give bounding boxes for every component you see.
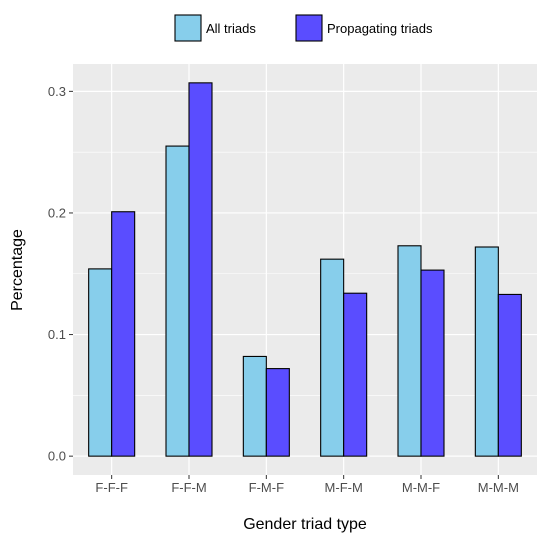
x-tick-label: M-M-M (478, 480, 519, 495)
legend-item-propagating-triads: Propagating triads (295, 14, 433, 42)
y-tick-label: 0.0 (48, 449, 66, 464)
minor-gridlines (73, 151, 537, 396)
bar-F-M-F-propagating (265, 368, 290, 457)
bar-F-F-F-all (88, 268, 113, 457)
legend-swatch (295, 14, 323, 42)
bar-M-M-M-propagating (497, 293, 522, 457)
bar-F-M-F-all (242, 355, 267, 457)
x-axis: F-F-F F-F-M F-M-F M-F-M M-M-F M-M-M (95, 475, 519, 495)
legend-item-all-triads: All triads (174, 14, 256, 42)
bar-F-F-M-all (165, 145, 190, 457)
legend-swatch (174, 14, 202, 42)
bar-M-F-M-all (320, 258, 345, 457)
bar-M-M-M-all (474, 246, 499, 457)
legend-label: All triads (206, 21, 256, 36)
x-tick-label: M-F-M (325, 480, 363, 495)
bar-M-M-F-propagating (420, 269, 445, 457)
bars (88, 82, 522, 457)
legend-label: Propagating triads (327, 21, 433, 36)
y-tick-label: 0.2 (48, 205, 66, 220)
x-tick-label: M-M-F (402, 480, 440, 495)
x-tick-label: F-F-F (95, 480, 128, 495)
y-axis: 0.0 0.1 0.2 0.3 (48, 84, 73, 464)
y-tick-label: 0.3 (48, 84, 66, 99)
bar-F-F-F-propagating (111, 211, 136, 457)
bar-F-F-M-propagating (188, 82, 213, 457)
y-axis-title: Percentage (9, 229, 26, 311)
plot-panel (73, 64, 537, 475)
legend: All triads Propagating triads (174, 14, 433, 42)
bar-M-M-F-all (397, 245, 422, 457)
y-tick-label: 0.1 (48, 327, 66, 342)
x-tick-label: F-F-M (171, 480, 206, 495)
bar-M-F-M-propagating (343, 292, 368, 457)
x-tick-label: F-M-F (249, 480, 284, 495)
x-axis-title: Gender triad type (243, 516, 367, 533)
